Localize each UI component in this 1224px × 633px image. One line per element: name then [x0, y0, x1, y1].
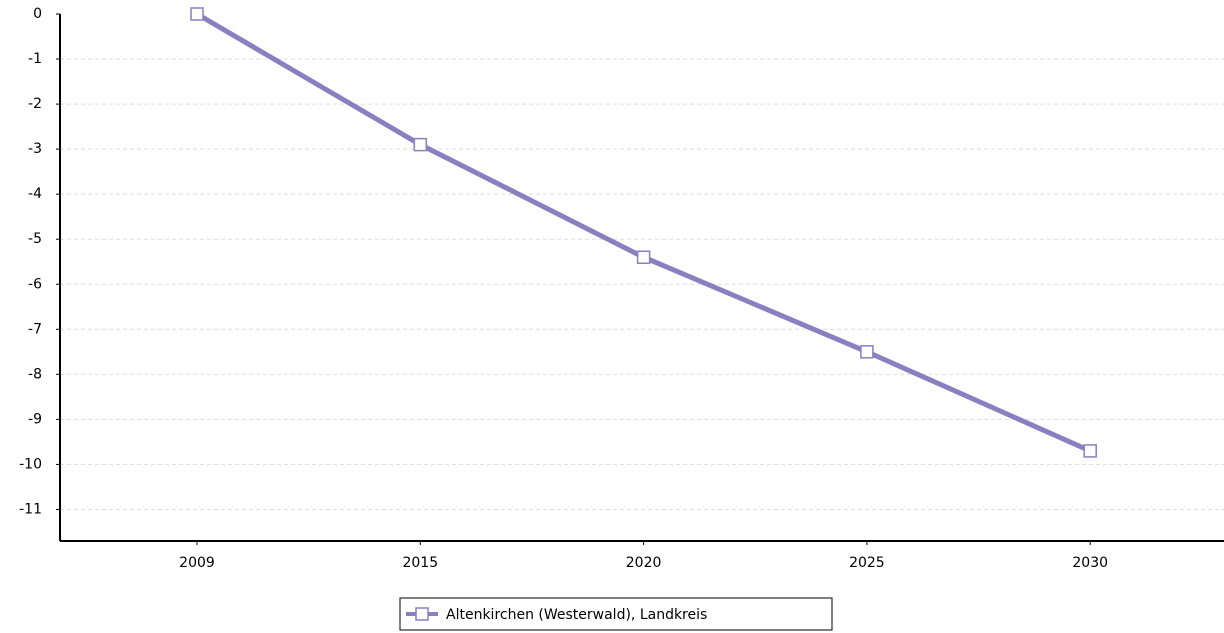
y-tick-label: -9: [28, 411, 42, 427]
point-marker: [1083, 444, 1097, 458]
point-marker: [636, 250, 651, 264]
y-tick-label: -8: [28, 366, 42, 382]
legend-label: Altenkirchen (Westerwald), Landkreis: [446, 607, 707, 623]
x-tick-label: 2015: [402, 555, 438, 571]
y-tick-label: -10: [19, 456, 42, 472]
x-tick-label: 2030: [1072, 555, 1108, 571]
point-marker: [190, 7, 204, 21]
y-tick-label: -2: [28, 96, 42, 112]
y-tick-label: 0: [33, 6, 42, 22]
x-tick-label: 2009: [179, 555, 215, 571]
series-line: [195, 11, 1092, 454]
y-tick-label: -3: [28, 141, 42, 157]
point-marker: [860, 345, 874, 359]
y-tick-label: -6: [28, 276, 42, 292]
y-tick-label: -11: [19, 501, 42, 517]
y-tick-label: -1: [28, 51, 42, 67]
legend-marker: [415, 607, 429, 621]
x-tick-label: 2025: [849, 555, 885, 571]
x-tick-label: 2020: [626, 555, 662, 571]
y-tick-label: -5: [28, 231, 42, 247]
point-marker: [413, 137, 428, 152]
legend: Altenkirchen (Westerwald), Landkreis: [399, 597, 833, 631]
legend-box: [399, 597, 833, 631]
y-tick-label: -4: [28, 186, 42, 202]
y-tick-label: -7: [28, 321, 42, 337]
